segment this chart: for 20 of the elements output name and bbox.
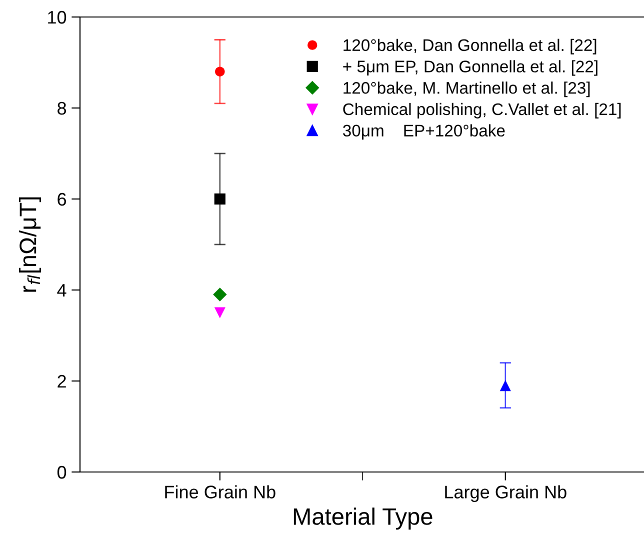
x-tick-label: Fine Grain Nb	[165, 485, 276, 498]
y-axis-title: r$_{fl}$[nΩ/μT]	[18, 197, 41, 292]
x-axis-title: Material Type	[294, 508, 432, 530]
point	[500, 380, 511, 392]
y-tick-label: 6	[58, 192, 66, 206]
y-tick-label: 2	[58, 374, 66, 388]
x-tick-label: Large Grain Nb	[445, 485, 566, 502]
legend-label: Chemical polishing, C.Vallet et al. [21]	[343, 102, 621, 118]
point	[214, 307, 226, 318]
point	[213, 288, 227, 302]
y-tick-label: 4	[57, 284, 66, 297]
point	[215, 66, 225, 76]
legend-label: 120°bake, Dan Gonnella et al. [22]	[344, 38, 596, 54]
y-tick-label: 10	[48, 10, 66, 24]
legend-label: 120°bake, M. Martinello et al. [23]	[344, 82, 590, 98]
y-tick-label: 8	[58, 102, 66, 115]
legend-label: + 5μm EP, Dan Gonnella et al. [22]	[343, 60, 598, 76]
legend-label: 30μm EP+120°bake	[342, 124, 505, 140]
y-tick-label: 0	[57, 466, 66, 479]
point	[214, 193, 226, 205]
